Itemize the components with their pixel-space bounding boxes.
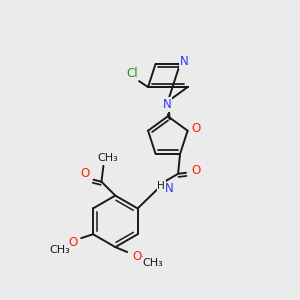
Text: Cl: Cl bbox=[126, 67, 138, 80]
Text: N: N bbox=[180, 55, 188, 68]
Text: H: H bbox=[158, 181, 165, 191]
Text: N: N bbox=[165, 182, 173, 195]
Text: O: O bbox=[191, 164, 200, 177]
Text: O: O bbox=[133, 250, 142, 262]
Text: N: N bbox=[163, 98, 171, 111]
Text: CH₃: CH₃ bbox=[97, 153, 118, 163]
Text: CH₃: CH₃ bbox=[49, 245, 70, 255]
Text: CH₃: CH₃ bbox=[142, 258, 163, 268]
Text: O: O bbox=[69, 236, 78, 249]
Text: O: O bbox=[80, 167, 89, 180]
Text: O: O bbox=[191, 122, 200, 135]
